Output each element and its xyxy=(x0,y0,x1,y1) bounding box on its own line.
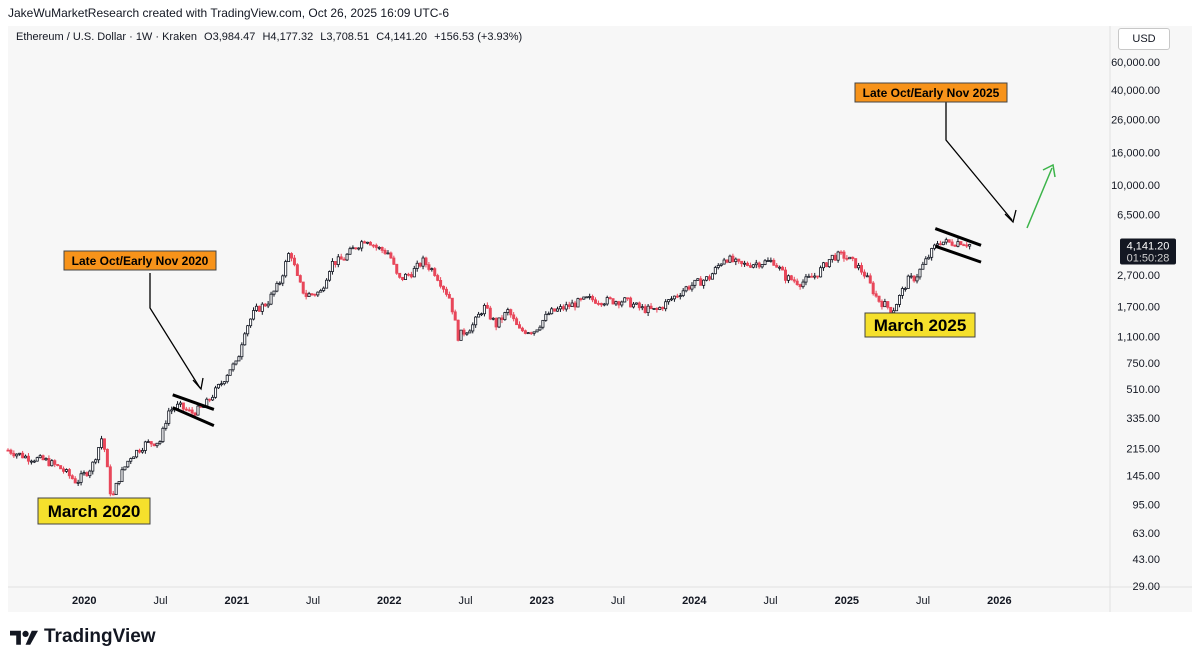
tradingview-footer: TradingView xyxy=(10,626,156,648)
ohlc-low: L3,708.51 xyxy=(320,31,370,43)
chart-credit: JakeWuMarketResearch created with Tradin… xyxy=(8,6,450,20)
ohlc-high: H4,177.32 xyxy=(262,31,314,43)
currency-button[interactable]: USD xyxy=(1118,28,1170,50)
symbol-info-bar: Ethereum / U.S. Dollar · 1W · Kraken O3,… xyxy=(16,31,526,43)
chart-area[interactable] xyxy=(8,26,1192,612)
ohlc-change: +156.53 (+3.93%) xyxy=(434,31,523,43)
ohlc-close: C4,141.20 xyxy=(376,31,428,43)
footer-brand: TradingView xyxy=(44,626,156,647)
tradingview-logo-icon xyxy=(10,630,38,645)
ohlc-open: O3,984.47 xyxy=(204,31,256,43)
symbol-name[interactable]: Ethereum / U.S. Dollar · 1W · Kraken xyxy=(16,31,197,43)
